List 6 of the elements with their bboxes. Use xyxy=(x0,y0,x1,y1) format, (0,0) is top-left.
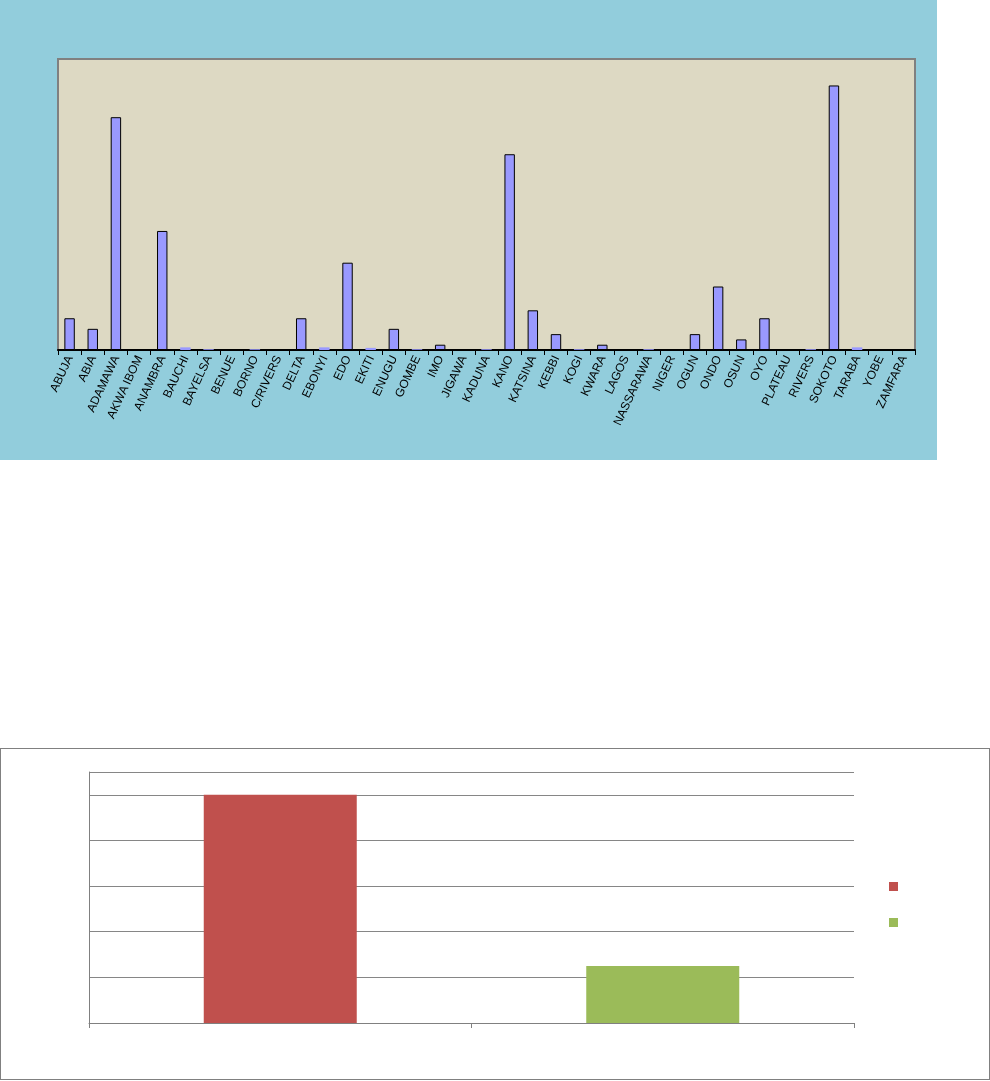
bar xyxy=(365,347,376,350)
bar xyxy=(319,347,330,350)
bar xyxy=(180,347,191,350)
x-tick-label: IMO xyxy=(424,353,447,380)
bar xyxy=(851,347,863,350)
x-tick-label: EDO xyxy=(330,353,354,383)
